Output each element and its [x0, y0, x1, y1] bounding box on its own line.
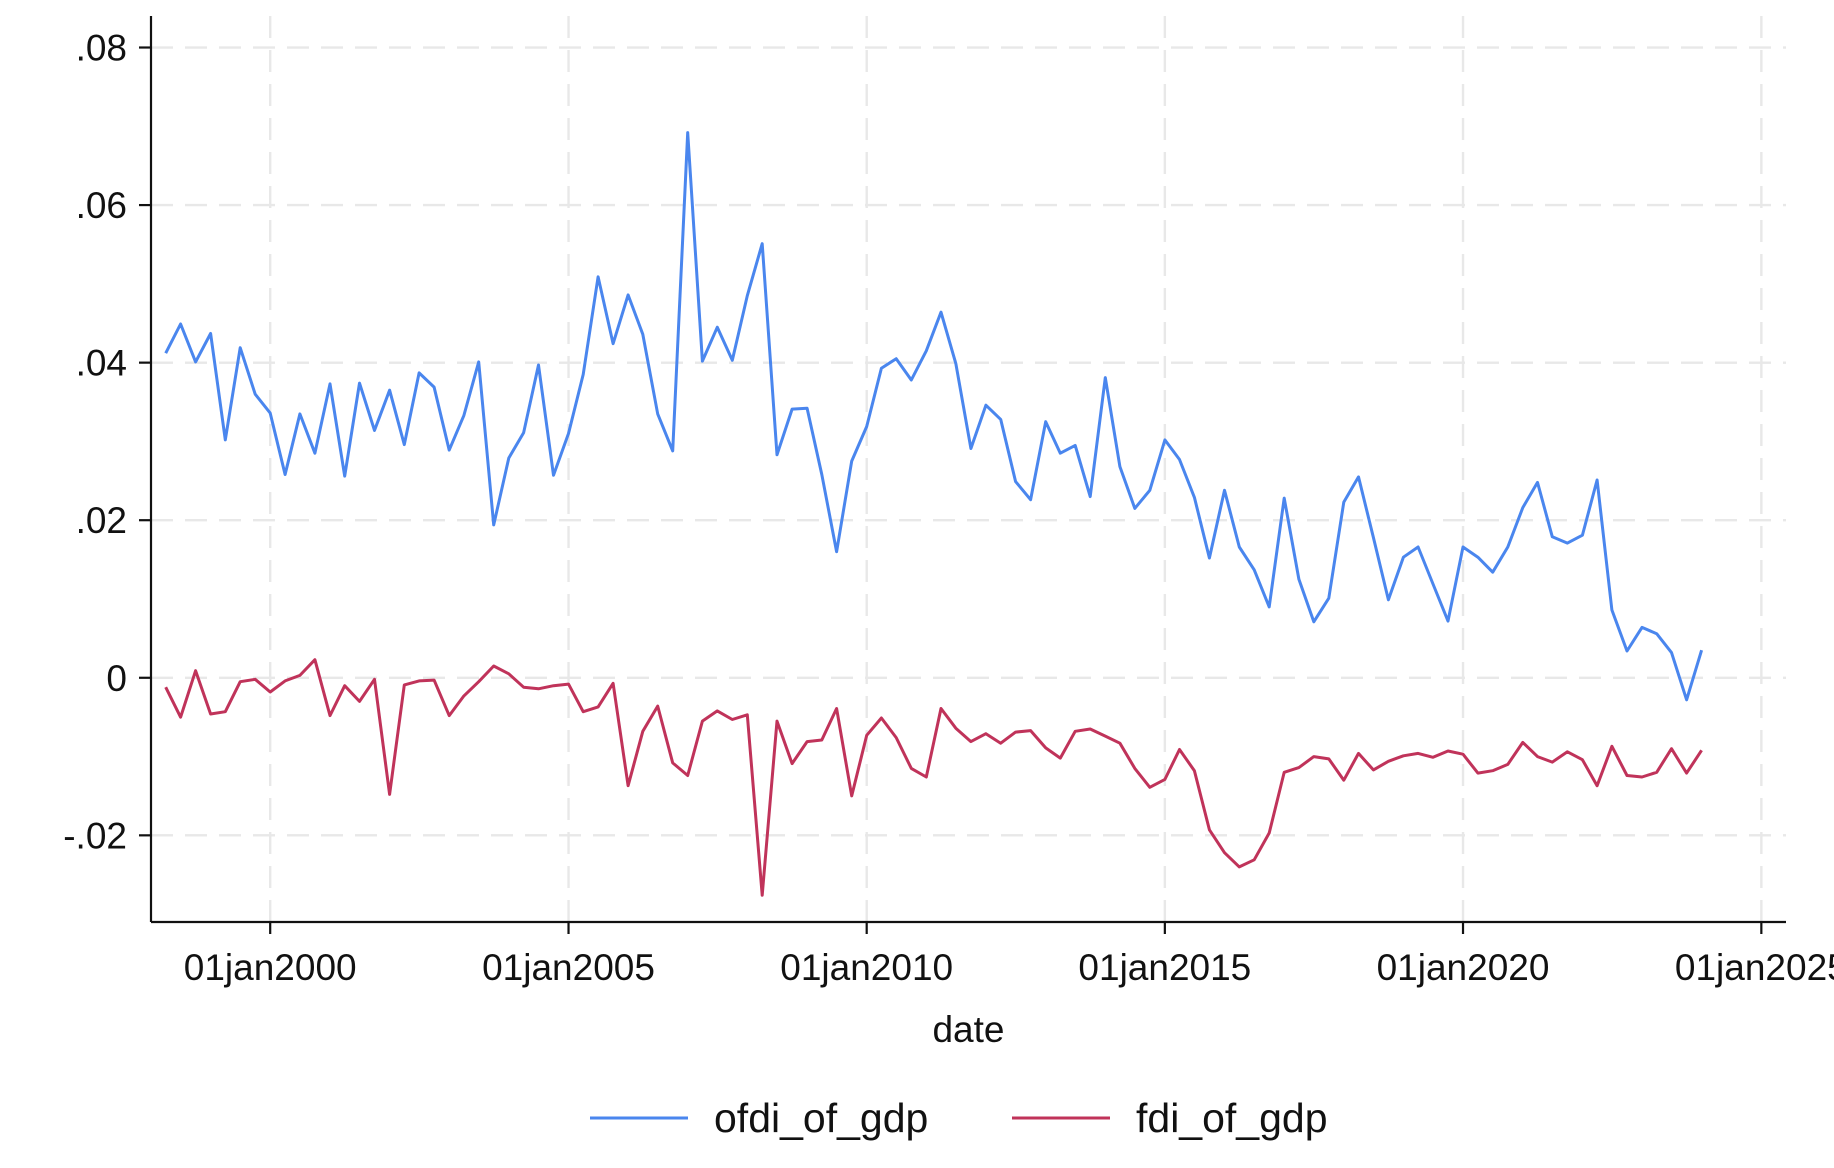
- y-tick-label: .06: [76, 185, 127, 226]
- series-line-fdi_of_gdp: [164, 658, 1703, 897]
- y-tick-label: -.02: [63, 815, 127, 856]
- x-tick-label: 01jan2015: [1078, 947, 1251, 988]
- grid-lines: [151, 16, 1786, 922]
- x-tick-label: 01jan2010: [780, 947, 953, 988]
- x-axis-title: date: [932, 1009, 1004, 1050]
- axes: -.02 0 .02 .04 .06 .08 01jan2000 01jan2005 01jan…: [63, 16, 1834, 988]
- y-tick-label: .08: [76, 28, 127, 69]
- x-tick-label: 01jan2025: [1675, 947, 1834, 988]
- x-tick-label: 01jan2020: [1377, 947, 1550, 988]
- legend-label-ofdi_of_gdp: ofdi_of_gdp: [714, 1095, 928, 1141]
- legend-label-fdi_of_gdp: fdi_of_gdp: [1136, 1095, 1328, 1141]
- x-tick-label: 01jan2000: [184, 947, 357, 988]
- y-tick-label: .04: [76, 343, 127, 384]
- legend: ofdi_of_gdp fdi_of_gdp: [590, 1095, 1328, 1141]
- x-tick-label: 01jan2005: [482, 947, 655, 988]
- y-tick-label: .02: [76, 500, 127, 541]
- data-series: [164, 131, 1704, 897]
- y-tick-label: 0: [106, 658, 127, 699]
- series-line-ofdi_of_gdp: [164, 131, 1704, 702]
